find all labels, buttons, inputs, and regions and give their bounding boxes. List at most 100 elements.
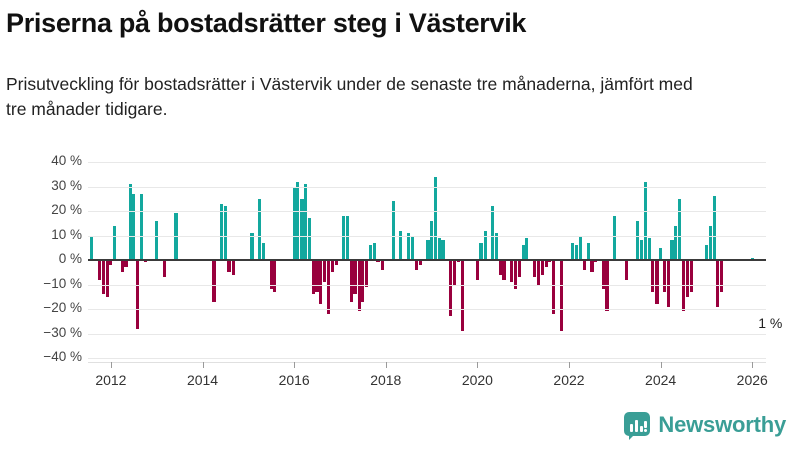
gridline: [88, 284, 766, 286]
bar: [460, 260, 464, 332]
bar: [483, 230, 487, 260]
bar: [429, 220, 434, 260]
bar: [307, 218, 311, 260]
x-axis-tick-label: 2018: [370, 372, 402, 388]
bar: [90, 235, 94, 260]
bar: [441, 240, 445, 260]
bar: [162, 260, 167, 278]
x-axis-tick-label: 2022: [553, 372, 585, 388]
bar: [319, 260, 323, 305]
bar: [132, 193, 136, 260]
y-axis-tick-label: −30 %: [43, 324, 82, 340]
bar: [311, 260, 315, 295]
bar: [212, 260, 216, 302]
bar: [261, 242, 266, 260]
bar: [342, 215, 346, 260]
bar: [586, 242, 590, 260]
bar: [349, 260, 353, 302]
bar: [510, 260, 514, 283]
gridline: [88, 235, 766, 237]
bar: [716, 260, 720, 307]
bar: [571, 242, 575, 260]
bar: [220, 203, 224, 260]
x-axis-tick-label: 2014: [186, 372, 219, 388]
bar: [636, 220, 640, 260]
bar: [536, 260, 540, 285]
bar: [659, 247, 663, 260]
bar: [513, 260, 517, 290]
bar: [643, 181, 648, 260]
gridline: [88, 309, 766, 310]
bar: [719, 260, 724, 292]
x-axis-tick-label: 2024: [645, 372, 677, 388]
y-axis-tick-label: 20 %: [51, 202, 82, 217]
page-subtitle: Prisutveckling för bostadsrätter i Väste…: [6, 74, 693, 120]
bar: [418, 260, 422, 265]
bar: [369, 245, 373, 260]
bar: [605, 260, 609, 312]
page-title: Priserna på bostadsrätter steg i Västerv…: [6, 8, 527, 38]
bar: [490, 206, 495, 260]
bar: [128, 184, 132, 260]
bar: [273, 260, 277, 292]
gridline: [88, 186, 766, 188]
bar: [357, 260, 361, 312]
x-axis-tick-mark: [294, 362, 296, 368]
bar: [258, 198, 262, 260]
bar: [655, 260, 659, 305]
x-axis-tick-label: 2016: [278, 372, 310, 388]
bar: [292, 186, 296, 260]
bar: [750, 257, 754, 260]
bar: [372, 242, 376, 260]
bar: [143, 260, 147, 263]
x-axis-tick-label: 2012: [95, 372, 127, 388]
y-axis-tick-label: −10 %: [43, 275, 82, 291]
bar: [544, 260, 548, 268]
bar: [407, 233, 411, 260]
bar: [105, 260, 109, 297]
bar: [330, 260, 334, 273]
bar: [353, 260, 357, 295]
bar: [112, 225, 117, 260]
bar: [315, 260, 319, 292]
bar: [613, 215, 617, 260]
bar: [296, 181, 300, 260]
x-axis-tick-mark: [660, 362, 662, 368]
gridline: [88, 211, 766, 212]
bar: [326, 260, 331, 314]
x-axis-tick-mark: [569, 362, 570, 368]
bar: [533, 260, 537, 278]
bar: [624, 260, 628, 280]
bar: [708, 225, 712, 260]
bar: [346, 215, 350, 260]
x-axis-tick-mark: [477, 362, 479, 368]
bar: [376, 260, 380, 263]
bar: [410, 235, 414, 260]
bar: [559, 260, 563, 332]
bar: [109, 260, 113, 265]
y-axis-tick-label: 40 %: [51, 153, 82, 168]
bar: [227, 260, 231, 273]
x-axis-tick-mark: [752, 362, 754, 368]
bar: [391, 201, 396, 260]
bar: [681, 260, 686, 312]
bar: [689, 260, 693, 292]
bar: [685, 260, 689, 297]
bar: [670, 240, 674, 260]
bar: [174, 213, 178, 260]
newsworthy-logo[interactable]: Newsworthy: [624, 412, 786, 440]
bar-chart: 40 % 30 % 20 % 10 % 0 % −10 % −20 % −30 % −40 % …: [0, 150, 800, 400]
x-axis-tick-mark: [110, 362, 112, 368]
bar: [223, 206, 228, 260]
bar: [651, 260, 655, 292]
y-axis-tick-label: −40 %: [43, 349, 82, 364]
bar: [120, 260, 124, 273]
bar: [449, 260, 453, 317]
bar: [521, 245, 525, 260]
bar: [552, 260, 556, 314]
bar: [139, 193, 144, 260]
bar: [517, 260, 522, 278]
bar: [712, 196, 716, 260]
bar: [601, 260, 605, 290]
